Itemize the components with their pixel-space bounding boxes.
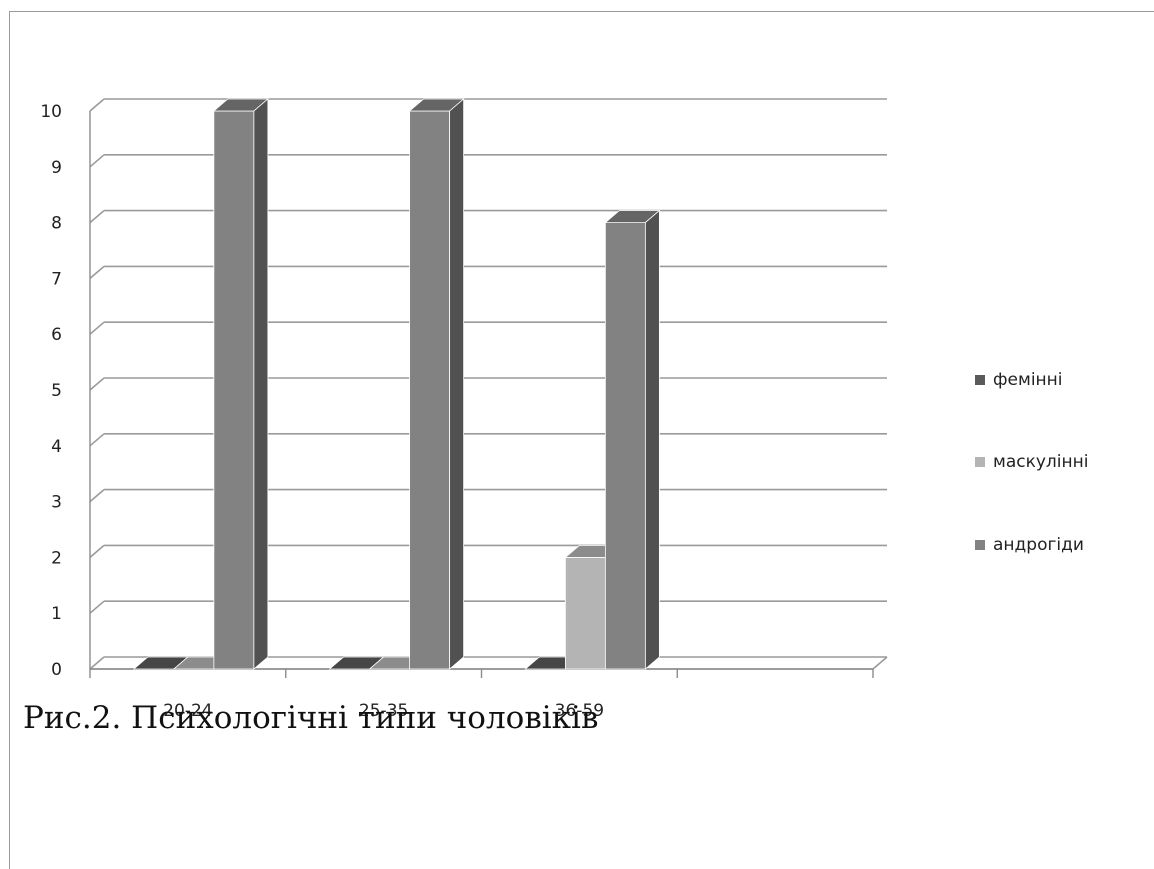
gridline-depth [89,377,105,391]
x-category-label: 25-35 [359,701,408,721]
bar [409,110,451,670]
y-tick-label: 3 [51,493,62,513]
legend-label: фемінні [993,370,1063,390]
gridline-depth [89,265,105,280]
floor-right-edge [872,656,888,670]
figure-caption: Рис.2. Психологічні типи чоловіків [23,700,599,736]
bar-side [253,98,269,670]
bar-side [644,209,660,670]
gridline-depth [89,154,105,168]
bar-side [449,98,465,670]
gridline-depth [89,321,105,335]
legend-label: маскулінні [993,452,1088,472]
legend-swatch [975,375,985,385]
gridline-depth [89,488,105,503]
y-tick-label: 9 [51,158,62,178]
figure-frame [9,11,1154,869]
legend-label: андрогіди [993,535,1084,555]
y-tick-label: 10 [40,102,62,122]
y-tick-label: 0 [51,660,62,680]
y-tick-label: 4 [51,437,62,457]
bar [564,557,606,670]
y-tick-label: 5 [51,381,62,401]
gridline-depth [89,544,105,559]
y-tick-label: 1 [51,604,62,624]
y-tick-label: 2 [51,548,62,568]
gridline-depth [89,98,105,112]
gridline-depth [89,209,105,224]
x-category-label: 36-59 [555,701,604,721]
y-tick-label: 7 [51,269,62,289]
bar [604,222,646,670]
legend-swatch [975,457,985,467]
gridline-depth [89,656,105,670]
gridline-depth [89,433,105,447]
y-tick-label: 8 [51,214,62,234]
y-tick-label: 6 [51,325,62,345]
x-category-label: 20-24 [163,701,212,721]
bar [213,110,255,670]
legend-swatch [975,540,985,550]
gridline-depth [89,600,105,614]
